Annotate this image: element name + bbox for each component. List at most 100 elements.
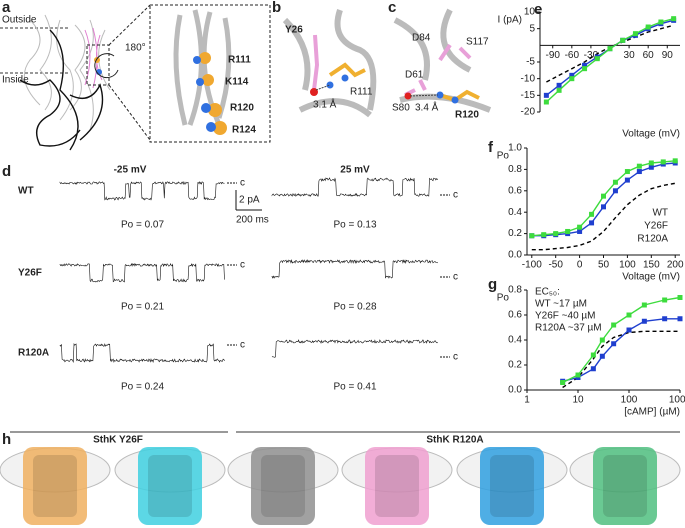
data-point [671, 16, 677, 22]
density [148, 455, 192, 517]
panel-letter: g [488, 276, 497, 293]
x-tick-label: 30 [624, 50, 636, 61]
data-point [611, 341, 617, 347]
residue-label: D84 [412, 33, 431, 44]
data-point [569, 76, 575, 82]
row-label: Y26F [18, 268, 42, 279]
series-line [531, 182, 676, 251]
data-point [601, 204, 606, 210]
x-tick-label: 200 [667, 260, 684, 271]
scale-label: 2 pA [239, 195, 260, 206]
closed-marker: c [453, 190, 458, 201]
data-point [612, 188, 618, 194]
x-tick-label: 60 [643, 50, 655, 61]
data-point [582, 66, 588, 72]
residue-label: R111 [350, 87, 373, 98]
po-label: Po = 0.21 [121, 302, 165, 313]
data-point [660, 159, 666, 165]
density [33, 455, 77, 517]
x-tick-label: 90 [662, 50, 674, 61]
residue-label: R120 [455, 110, 479, 121]
current-trace [59, 342, 225, 364]
data-point [599, 353, 605, 359]
voltage-label: 25 mV [340, 165, 370, 176]
data-point [648, 160, 654, 166]
legend-entry: Y26F ~40 µM [535, 311, 596, 322]
x-tick-label: 10 [572, 395, 584, 406]
data-point [636, 169, 642, 175]
x-tick-label: -50 [548, 260, 563, 271]
data-point [577, 224, 583, 230]
y-tick-label: 5 [529, 23, 535, 34]
panel-letter: a [2, 0, 11, 16]
y-tick-label: 0.8 [508, 285, 522, 296]
data-point [556, 87, 562, 93]
structure-b [282, 9, 377, 118]
x-tick-label: -30 [584, 50, 599, 61]
legend-entry: WT [652, 208, 668, 219]
residue-label: Y26 [285, 25, 303, 36]
data-point [582, 62, 588, 68]
y-tick-label: -10 [521, 73, 536, 84]
po-label: Po = 0.28 [333, 302, 377, 313]
current-trace [271, 339, 439, 358]
po-label: Po = 0.41 [333, 382, 377, 393]
y-tick-label: 0.2 [508, 228, 522, 239]
closed-marker: c [240, 178, 245, 189]
y-tick-label: -5 [526, 57, 535, 68]
legend-entry: R120A [637, 234, 668, 245]
panel-letter: b [272, 0, 281, 16]
x-tick-label: 150 [643, 260, 660, 271]
y-axis-label: Po [497, 151, 510, 162]
panel-letter: e [534, 1, 542, 18]
x-tick-label: 1 [524, 395, 530, 406]
data-point [590, 352, 596, 358]
density [603, 455, 647, 517]
data-point [599, 337, 605, 343]
data-point [611, 322, 617, 328]
series-line [562, 330, 680, 389]
row-label: WT [18, 186, 34, 197]
residue-label: R124 [232, 125, 256, 136]
x-tick-label: -90 [546, 50, 561, 61]
legend-entry: WT ~17 µM [535, 299, 587, 310]
distance-label: 3.4 Å [415, 101, 439, 114]
y-tick-label: 0.8 [508, 164, 522, 175]
data-point [662, 316, 668, 322]
data-point [677, 295, 683, 300]
residue-label: R111 [228, 55, 251, 66]
data-point [543, 92, 549, 98]
density [593, 447, 657, 525]
data-point [636, 163, 642, 169]
data-point [624, 177, 630, 183]
y-tick-label: 10 [524, 7, 536, 18]
po-label: Po = 0.07 [121, 220, 165, 231]
current-trace [59, 263, 225, 283]
panel-letter: c [388, 0, 396, 16]
data-point [577, 228, 583, 234]
density [138, 447, 202, 525]
data-point [541, 232, 547, 238]
current-trace [271, 259, 439, 279]
membrane-label: Outside [2, 15, 37, 26]
residue-label: S117 [466, 37, 489, 48]
rotation-label: 180° [125, 43, 146, 54]
legend-entry: Y26F [644, 221, 668, 232]
structure-c [393, 8, 492, 113]
density [23, 447, 87, 525]
data-point [589, 211, 595, 217]
closed-marker: c [453, 352, 458, 363]
po-label: Po = 0.24 [121, 382, 165, 393]
data-point [672, 158, 678, 164]
voltage-label: -25 mV [114, 165, 147, 176]
legend-entry: R120A ~37 µM [535, 323, 602, 334]
y-axis-label: I (pA) [498, 15, 522, 26]
residue-label: K114 [225, 77, 249, 88]
data-point [569, 72, 575, 78]
y-tick-label: 0.4 [508, 335, 522, 346]
data-point [624, 169, 630, 175]
x-tick-label: -60 [565, 50, 580, 61]
panel-letter: d [2, 163, 11, 180]
data-point [607, 46, 613, 52]
